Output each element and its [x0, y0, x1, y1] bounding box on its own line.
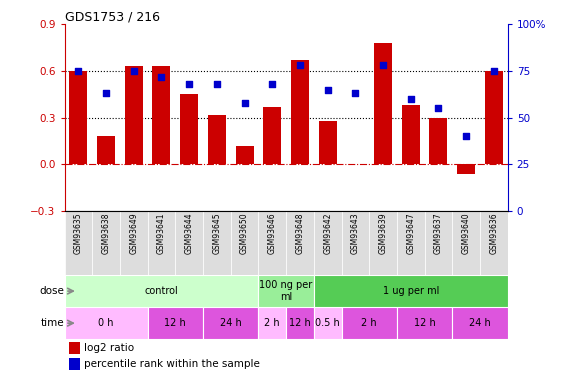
Bar	[97, 136, 115, 164]
Bar	[402, 105, 420, 164]
Text: GSM93649: GSM93649	[129, 213, 138, 255]
Bar	[120, 211, 148, 275]
Bar	[70, 71, 88, 164]
Text: 2 h: 2 h	[264, 318, 280, 328]
Bar	[430, 118, 448, 164]
Text: dose: dose	[39, 286, 64, 296]
Text: log2 ratio: log2 ratio	[85, 343, 135, 353]
Bar	[485, 71, 503, 164]
Bar	[397, 307, 452, 339]
Bar	[314, 275, 508, 307]
Bar	[236, 146, 254, 164]
Text: GSM93646: GSM93646	[268, 213, 277, 255]
Bar	[231, 211, 259, 275]
Point	[129, 68, 138, 74]
Text: 0.5 h: 0.5 h	[315, 318, 340, 328]
Text: GSM93641: GSM93641	[157, 213, 166, 254]
Bar	[175, 211, 203, 275]
Text: GSM93647: GSM93647	[406, 213, 415, 255]
Text: GSM93637: GSM93637	[434, 213, 443, 255]
Point	[157, 74, 166, 80]
Text: GSM93648: GSM93648	[296, 213, 305, 254]
Bar	[153, 66, 171, 164]
Text: GSM93639: GSM93639	[379, 213, 388, 255]
Bar	[259, 211, 286, 275]
Point	[240, 100, 249, 106]
Text: 2 h: 2 h	[361, 318, 377, 328]
Bar	[397, 211, 425, 275]
Text: percentile rank within the sample: percentile rank within the sample	[85, 359, 260, 369]
Bar	[69, 358, 80, 370]
Text: 12 h: 12 h	[289, 318, 311, 328]
Bar	[374, 43, 392, 164]
Point	[489, 68, 498, 74]
Text: GSM93640: GSM93640	[462, 213, 471, 255]
Text: GDS1753 / 216: GDS1753 / 216	[65, 10, 159, 23]
Point	[434, 105, 443, 111]
Text: 12 h: 12 h	[164, 318, 186, 328]
Text: GSM93643: GSM93643	[351, 213, 360, 255]
Point	[185, 81, 194, 87]
Bar	[65, 307, 148, 339]
Bar	[314, 307, 342, 339]
Bar	[286, 211, 314, 275]
Bar	[208, 114, 226, 164]
Text: time: time	[40, 318, 64, 328]
Text: GSM93638: GSM93638	[102, 213, 111, 254]
Text: GSM93642: GSM93642	[323, 213, 332, 254]
Bar	[65, 275, 259, 307]
Bar	[452, 211, 480, 275]
Point	[323, 87, 332, 93]
Bar	[342, 211, 369, 275]
Bar	[259, 275, 314, 307]
Point	[462, 133, 471, 139]
Bar	[457, 164, 475, 174]
Text: 0 h: 0 h	[98, 318, 114, 328]
Bar	[286, 307, 314, 339]
Bar	[203, 307, 259, 339]
Bar	[291, 60, 309, 164]
Text: GSM93644: GSM93644	[185, 213, 194, 255]
Point	[213, 81, 222, 87]
Point	[268, 81, 277, 87]
Bar	[452, 307, 508, 339]
Bar	[180, 94, 198, 164]
Text: GSM93635: GSM93635	[74, 213, 83, 255]
Bar	[314, 211, 342, 275]
Point	[296, 62, 305, 68]
Text: GSM93645: GSM93645	[213, 213, 222, 255]
Bar	[319, 121, 337, 164]
Text: 100 ng per
ml: 100 ng per ml	[260, 280, 312, 302]
Text: control: control	[145, 286, 178, 296]
Point	[379, 62, 388, 68]
Bar	[480, 211, 508, 275]
Text: GSM93650: GSM93650	[240, 213, 249, 255]
Bar	[92, 211, 120, 275]
Bar	[148, 211, 176, 275]
Bar	[263, 107, 281, 164]
Bar	[148, 307, 203, 339]
Text: 12 h: 12 h	[413, 318, 435, 328]
Bar	[425, 211, 452, 275]
Bar	[65, 211, 92, 275]
Text: 1 ug per ml: 1 ug per ml	[383, 286, 439, 296]
Bar	[342, 307, 397, 339]
Point	[74, 68, 83, 74]
Bar	[125, 66, 142, 164]
Bar	[203, 211, 231, 275]
Point	[351, 90, 360, 96]
Text: 24 h: 24 h	[220, 318, 242, 328]
Bar	[369, 211, 397, 275]
Bar	[69, 342, 80, 354]
Bar	[259, 307, 286, 339]
Text: 24 h: 24 h	[469, 318, 491, 328]
Text: GSM93636: GSM93636	[489, 213, 498, 255]
Point	[406, 96, 415, 102]
Point	[102, 90, 111, 96]
